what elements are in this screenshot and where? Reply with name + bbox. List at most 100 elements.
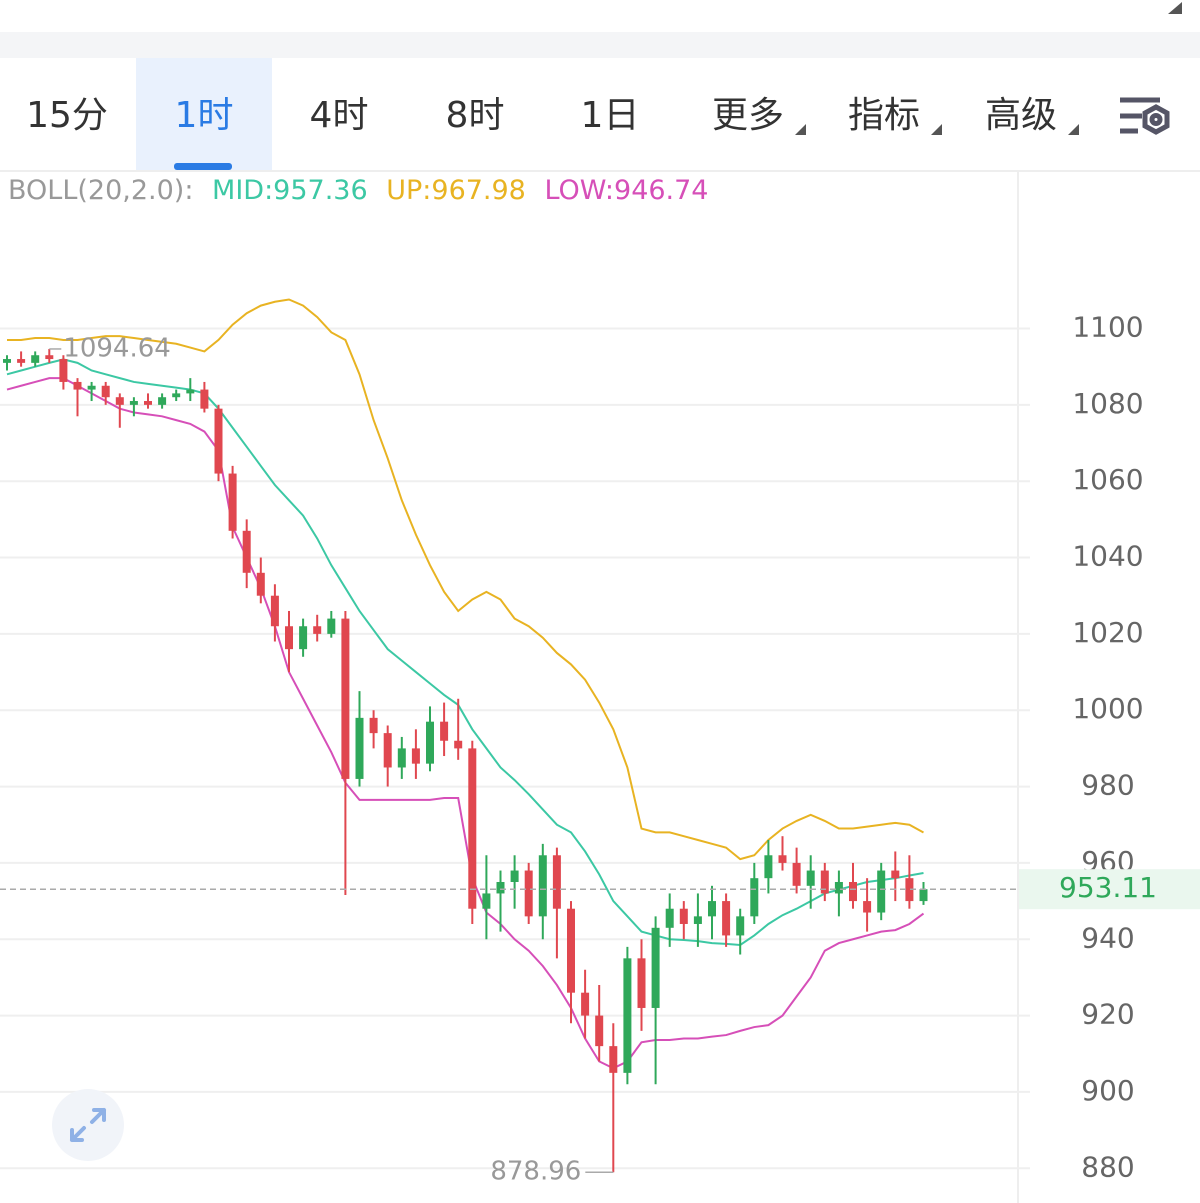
candle-body (567, 908, 575, 993)
y-tick-label: 1060 (1072, 463, 1143, 496)
candle-body (87, 385, 96, 390)
candle-body (750, 878, 759, 917)
tab[interactable]: 1日 (581, 95, 640, 136)
candle-body (764, 855, 773, 879)
candle-body (186, 389, 195, 394)
tab[interactable]: 高级 (985, 95, 1057, 136)
candle-body (792, 862, 801, 886)
boll-line (6, 377, 925, 1070)
y-tick-label: 1000 (1072, 692, 1143, 725)
candle-body (3, 359, 11, 363)
tab[interactable]: 更多 (712, 95, 784, 136)
candle-body (863, 901, 872, 913)
candle-body (496, 881, 505, 894)
candle-body (905, 878, 914, 902)
candle-body (115, 397, 124, 405)
tab[interactable]: 1时 (175, 95, 234, 136)
candle-body (510, 870, 519, 882)
candle-body (919, 889, 928, 902)
candle-body (200, 389, 209, 409)
tab[interactable]: 8时 (446, 95, 505, 136)
candle-body (665, 908, 674, 928)
candle-body (172, 393, 181, 398)
candle-body (59, 359, 68, 382)
last-price-label: 953.11 (1059, 871, 1157, 904)
tab[interactable]: 15分 (26, 95, 108, 136)
expand-arrows (70, 1108, 106, 1142)
corner-icon (1168, 2, 1182, 14)
candle-body (609, 1046, 618, 1073)
candle-body (623, 958, 632, 1073)
legend-up: UP:967.98 (386, 175, 526, 206)
candle-body (341, 618, 350, 779)
candle-body (73, 381, 82, 390)
candle-body (891, 870, 900, 879)
y-tick-label: 900 (1081, 1074, 1134, 1107)
candle-body (214, 408, 223, 474)
boll-line (7, 298, 924, 861)
candle-body (129, 401, 138, 405)
y-tick-label: 920 (1081, 998, 1134, 1031)
y-tick-label: 880 (1081, 1150, 1134, 1183)
icon-dot (1149, 113, 1163, 126)
candle-body (242, 530, 251, 573)
candle-body (45, 355, 54, 360)
candle-body (708, 901, 716, 917)
indicator-name: BOLL(20,2.0): (8, 175, 193, 206)
active-tab-bg (136, 58, 272, 170)
candle-body (369, 717, 378, 734)
candle-body (285, 626, 293, 650)
y-tick-label: 940 (1081, 921, 1134, 954)
candle-body (524, 870, 533, 917)
expand-button[interactable] (52, 1089, 124, 1161)
candle-body (820, 870, 829, 894)
candle-body (228, 473, 237, 531)
tab[interactable]: 指标 (848, 95, 920, 136)
candle-body (440, 721, 449, 741)
candle-body (482, 893, 491, 909)
candle-body (806, 870, 815, 886)
settings-icon[interactable] (1120, 97, 1170, 135)
top-bar (0, 0, 1200, 32)
candle-body (383, 733, 392, 768)
plot: 1100108010601040102010009809609409209008… (0, 298, 1200, 1187)
y-tick-label: 1020 (1072, 616, 1143, 649)
candle-body (101, 385, 110, 398)
active-tab-underline (174, 163, 232, 170)
candle-body (849, 881, 857, 902)
candle-body (778, 855, 787, 863)
candle-body (256, 572, 265, 596)
expand-bg (52, 1089, 124, 1161)
indicator-legend: BOLL(20,2.0): MID:957.36 UP:967.98 LOW:9… (8, 175, 709, 206)
candle-body (679, 908, 688, 924)
y-tick-label: 1100 (1072, 311, 1143, 344)
candle-body (877, 870, 886, 913)
last-price-bg (1019, 869, 1200, 910)
candle-body (651, 927, 660, 1008)
dropdown-arrows (795, 124, 1079, 135)
candle-body (426, 721, 434, 764)
candle-body (581, 992, 590, 1016)
icon-hex (1142, 104, 1170, 135)
y-tick-label: 1080 (1072, 387, 1143, 420)
candle-body (834, 881, 843, 894)
candle-body (595, 1015, 604, 1047)
tab[interactable]: 4时 (310, 95, 369, 136)
candle-body (552, 855, 561, 909)
legend-mid: MID:957.36 (212, 175, 368, 206)
boll-line (6, 358, 924, 947)
candle-body (722, 901, 731, 936)
candle-body (313, 626, 322, 634)
separator (0, 32, 1200, 58)
tab-bar: 15分 1时 4时 8时 1日 更多 指标 高级 (26, 95, 1057, 136)
min-label: 878.96 (490, 1157, 581, 1187)
candle-body (637, 958, 646, 1008)
candle-body (411, 748, 420, 764)
candle-body (144, 401, 152, 405)
candle-body (270, 595, 279, 627)
legend-low: LOW:946.74 (544, 175, 708, 206)
candle-body (327, 618, 336, 634)
candle-body (736, 916, 745, 936)
